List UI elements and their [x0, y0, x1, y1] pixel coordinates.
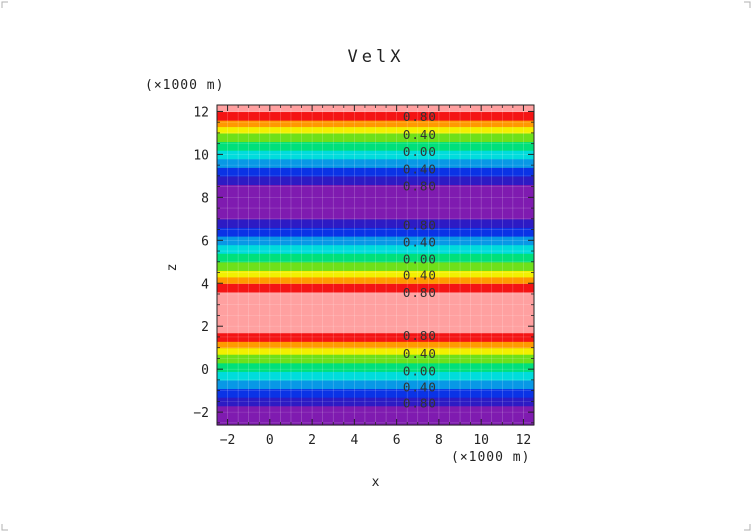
- y-axis-label: z: [165, 263, 180, 272]
- contour-label-12: 0.00: [403, 363, 437, 378]
- x-tick-label: 8: [435, 433, 443, 448]
- contour-label-11: 0.40: [403, 346, 437, 361]
- color-band-22: [217, 167, 534, 177]
- color-band-21: [217, 175, 534, 186]
- color-band-2: [217, 388, 534, 398]
- contour-label-10: 0.80: [403, 328, 437, 343]
- contour-label-13: 0.40: [403, 379, 437, 394]
- color-band-27: [217, 126, 534, 134]
- color-band-6: [217, 354, 534, 364]
- color-band-29: [217, 111, 534, 121]
- y-unit-label: (×1000 m): [145, 78, 224, 93]
- y-tick-label: 2: [201, 320, 209, 335]
- corner-mark-top-right: [744, 1, 751, 8]
- color-band-8: [217, 341, 534, 349]
- x-unit-label: (×1000 m): [451, 450, 530, 465]
- color-band-0: [217, 405, 534, 426]
- x-tick-label: 4: [350, 433, 358, 448]
- color-band-17: [217, 236, 534, 246]
- contour-labels: 0.800.400.000.400.800.800.400.000.400.80…: [403, 109, 437, 411]
- contour-label-2: 0.00: [403, 144, 437, 159]
- contour-label-4: 0.80: [403, 179, 437, 194]
- color-band-11: [217, 283, 534, 293]
- contour-label-1: 0.40: [403, 127, 437, 142]
- corner-mark-bottom-right: [744, 524, 751, 531]
- color-band-26: [217, 132, 534, 143]
- y-tick-label: 10: [193, 148, 209, 163]
- corner-mark-top-left: [1, 1, 8, 8]
- color-band-9: [217, 332, 534, 342]
- color-band-5: [217, 362, 534, 372]
- contour-label-9: 0.80: [403, 285, 437, 300]
- contour-label-5: 0.80: [403, 217, 437, 232]
- contour-label-3: 0.40: [403, 161, 437, 176]
- contour-label-0: 0.80: [403, 109, 437, 124]
- x-axis-label: x: [372, 475, 381, 490]
- color-band-13: [217, 270, 534, 278]
- color-band-23: [217, 158, 534, 168]
- color-band-7: [217, 347, 534, 355]
- corner-mark-bottom-left: [1, 524, 8, 531]
- x-tick-label: 10: [473, 433, 489, 448]
- y-tick-label: 12: [193, 105, 209, 120]
- y-tick-label: 0: [201, 363, 209, 378]
- color-band-10: [217, 291, 534, 334]
- y-tick-label: 4: [201, 277, 209, 292]
- color-band-30: [217, 105, 534, 113]
- y-tick-label: 8: [201, 191, 209, 206]
- x-tick-label: 0: [266, 433, 274, 448]
- contour-label-14: 0.80: [403, 396, 437, 411]
- x-tick-label: 12: [516, 433, 532, 448]
- color-band-28: [217, 120, 534, 128]
- color-band-14: [217, 261, 534, 271]
- contour-label-8: 0.40: [403, 268, 437, 283]
- x-tick-label: 2: [308, 433, 316, 448]
- x-tick-label: 6: [393, 433, 401, 448]
- contour-label-7: 0.00: [403, 252, 437, 267]
- color-band-19: [217, 218, 534, 229]
- color-band-16: [217, 244, 534, 254]
- color-band-24: [217, 150, 534, 160]
- y-tick-label: 6: [201, 234, 209, 249]
- axis-ticks: −2 0 2 4 6 8 10 12 −2 0 2 4 6 8 10 12: [193, 105, 535, 448]
- color-band-20: [217, 184, 534, 220]
- contour-label-6: 0.40: [403, 234, 437, 249]
- x-tick-label: −2: [220, 433, 236, 448]
- color-band-18: [217, 227, 534, 237]
- chart-title: VelX: [348, 47, 405, 67]
- color-band-3: [217, 379, 534, 390]
- color-band-4: [217, 371, 534, 381]
- color-band-25: [217, 141, 534, 151]
- y-tick-label: −2: [193, 406, 209, 421]
- color-band-15: [217, 253, 534, 263]
- color-band-12: [217, 276, 534, 284]
- color-band-1: [217, 397, 534, 407]
- color-bands: [217, 105, 534, 426]
